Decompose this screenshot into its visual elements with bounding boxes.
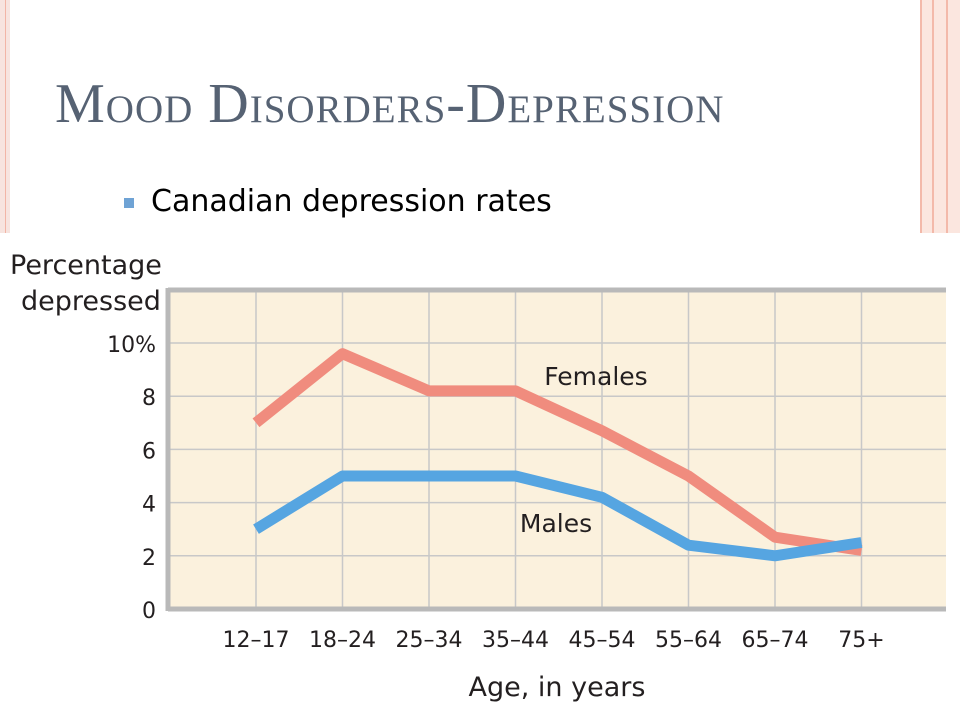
y-tick-label: 0 — [142, 599, 156, 624]
series-label-males: Males — [520, 509, 592, 538]
line-chart: 0 2 4 6 8 10% Percentage depressed 12–17 18–24 25–… — [10, 250, 946, 703]
series-label-females: Females — [544, 362, 647, 391]
x-tick-label: 35–44 — [482, 628, 549, 653]
y-tick-label: 6 — [142, 439, 156, 464]
y-axis-label-line2: depressed — [21, 286, 161, 317]
square-bullet-icon — [124, 198, 134, 208]
chart-container: 0 2 4 6 8 10% Percentage depressed 12–17 18–24 25–… — [0, 233, 960, 720]
bullet-text: Canadian depression rates — [151, 184, 552, 219]
x-tick-label: 75+ — [838, 628, 884, 653]
y-tick-label: 10% — [107, 333, 156, 358]
slide-title: Mood Disorders-Depression — [55, 73, 725, 135]
x-tick-label: 12–17 — [223, 628, 290, 653]
y-tick-label: 2 — [142, 546, 156, 571]
x-tick-label: 25–34 — [396, 628, 463, 653]
x-tick-label: 45–54 — [569, 628, 636, 653]
y-axis-label-line1: Percentage — [10, 250, 162, 281]
x-axis-label: Age, in years — [469, 672, 646, 703]
x-tick-label: 65–74 — [742, 628, 809, 653]
x-tick-label: 18–24 — [309, 628, 376, 653]
series-line-males — [253, 470, 863, 562]
x-tick-label: 55–64 — [655, 628, 722, 653]
y-tick-label: 8 — [142, 386, 156, 411]
y-tick-label: 4 — [142, 493, 156, 518]
series-line-females — [252, 348, 863, 556]
